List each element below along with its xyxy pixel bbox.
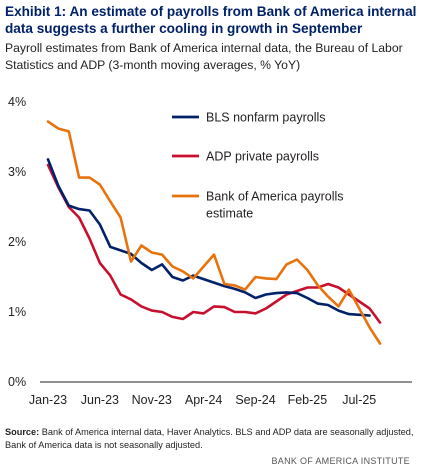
series-line-adp xyxy=(46,163,382,324)
y-tick-label: 0% xyxy=(8,375,26,389)
y-tick-label: 2% xyxy=(8,235,26,249)
y-axis-labels: 0% 1% 2% 3% 4% xyxy=(8,95,26,389)
y-tick-label: 4% xyxy=(8,95,26,109)
legend-label-bls: BLS nonfarm payrolls xyxy=(206,111,326,125)
x-axis-labels: Jan-23 Jun-23 Nov-23 Apr-24 Sep-24 Feb-25 Jul-… xyxy=(29,393,376,407)
source-text: Bank of America internal data, Haver Ana… xyxy=(5,427,414,450)
legend-label-boa: Bank of America payrolls xyxy=(206,190,344,204)
x-tick-label: Apr-24 xyxy=(185,393,223,407)
x-tick-label: Sep-24 xyxy=(235,393,275,407)
y-tick-label: 1% xyxy=(8,305,26,319)
source-note: Source: Bank of America internal data, H… xyxy=(5,426,417,452)
legend-label-boa: estimate xyxy=(206,207,253,221)
x-tick-label: Jun-23 xyxy=(81,393,119,407)
brand-footer: BANK OF AMERICA INSTITUTE xyxy=(271,456,410,466)
series-lines xyxy=(46,120,382,345)
x-tick-label: Feb-25 xyxy=(288,393,328,407)
x-tick-label: Jan-23 xyxy=(29,393,67,407)
series-line-bls xyxy=(46,158,371,317)
chart-subtitle: Payroll estimates from Bank of America i… xyxy=(5,41,403,72)
legend-label-adp: ADP private payrolls xyxy=(206,150,319,164)
source-label: Source: xyxy=(5,427,40,437)
x-tick-label: Jul-25 xyxy=(342,393,376,407)
x-tick-label: Nov-23 xyxy=(132,393,172,407)
series-line-boa xyxy=(46,120,382,345)
chart-title: Exhibit 1: An estimate of payrolls from … xyxy=(5,4,417,36)
legend: BLS nonfarm payrolls ADP private payrolls… xyxy=(172,111,344,221)
y-tick-label: 3% xyxy=(8,165,26,179)
